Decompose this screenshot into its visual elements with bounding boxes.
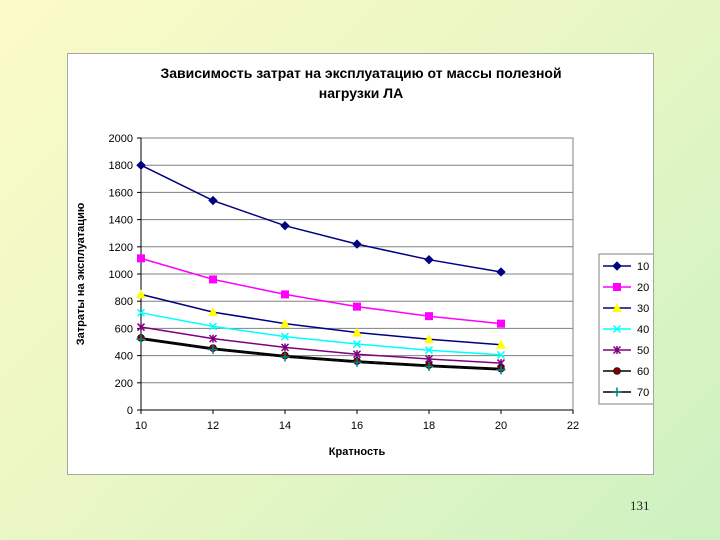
series-line-20 [140, 257, 502, 325]
chart-area: Зависимость затрат на эксплуатацию от ма… [67, 53, 654, 475]
y-tick-label: 0 [127, 405, 133, 417]
legend-marker [612, 302, 622, 312]
y-tick-label: 1800 [109, 160, 133, 172]
slide-number: 131 [630, 498, 650, 513]
data-point [280, 343, 290, 352]
data-point [208, 195, 218, 206]
data-point [280, 352, 290, 362]
data-point [352, 357, 362, 367]
x-tick-label: 10 [135, 420, 147, 432]
y-tick-label: 400 [115, 351, 133, 363]
series-line-50 [140, 326, 502, 364]
data-point [136, 160, 146, 170]
data-point [352, 327, 362, 337]
legend-item-40: 40 [603, 324, 649, 336]
data-point [496, 350, 506, 359]
series-group [136, 160, 506, 375]
legend-label: 30 [637, 303, 649, 315]
data-point [425, 312, 433, 321]
y-tick-label: 1400 [109, 215, 133, 227]
data-point [424, 346, 434, 355]
legend-label: 20 [637, 282, 649, 294]
y-tick-label: 2000 [109, 133, 133, 145]
y-tick-label: 600 [115, 323, 133, 335]
legend-label: 40 [637, 324, 649, 336]
x-tick-label: 14 [279, 420, 291, 432]
legend-label: 60 [637, 366, 649, 378]
series-50 [136, 323, 506, 368]
data-point [280, 318, 290, 328]
legend-marker [613, 283, 621, 291]
data-point [496, 339, 506, 349]
data-point [136, 323, 146, 332]
data-point [424, 361, 434, 371]
legend-item-10: 10 [603, 261, 649, 273]
line-chart: Зависимость затрат на эксплуатацию от ма… [75, 65, 653, 458]
data-point [208, 334, 218, 343]
legend-label: 10 [637, 261, 649, 273]
x-tick-label: 12 [207, 420, 219, 432]
legend-marker [612, 261, 622, 271]
series-40 [136, 308, 506, 359]
series-line-10 [140, 164, 502, 273]
data-point [280, 332, 290, 341]
x-tick-label: 22 [567, 420, 579, 432]
legend-marker [612, 324, 622, 334]
axes: 0 200 400 600 800 1000 1200 1400 1600 1800 2000 10 1… [109, 133, 580, 432]
y-tick-label: 1000 [109, 269, 133, 281]
y-tick-label: 1600 [109, 187, 133, 199]
y-tick-label: 200 [115, 378, 133, 390]
legend-item-60: 60 [603, 366, 649, 378]
series-10 [136, 160, 506, 277]
y-tick-label: 800 [115, 296, 133, 308]
data-point [424, 255, 434, 265]
data-point [136, 289, 146, 299]
data-point [352, 239, 362, 249]
legend-item-50: 50 [603, 345, 649, 357]
data-point [496, 267, 506, 277]
chart-title-line-1: Зависимость затрат на эксплуатацию от ма… [160, 65, 561, 81]
y-tick-label: 1200 [109, 242, 133, 254]
data-point [209, 275, 217, 284]
x-tick-label: 18 [423, 420, 435, 432]
data-point [208, 307, 218, 317]
legend-item-70: 70 [603, 387, 649, 399]
data-point [281, 290, 289, 299]
data-point [352, 350, 362, 359]
x-tick-label: 16 [351, 420, 363, 432]
data-point [424, 334, 434, 344]
data-point [496, 365, 506, 375]
data-point [208, 322, 218, 331]
series-30 [136, 289, 506, 349]
data-point [353, 302, 361, 311]
legend-item-30: 30 [603, 302, 649, 315]
data-point [136, 334, 146, 344]
legend-marker [612, 345, 622, 355]
series-70 [136, 334, 506, 375]
legend-marker [613, 367, 621, 375]
legend-marker [612, 387, 622, 397]
chart-title-line-2: нагрузки ЛА [319, 85, 403, 101]
data-point [497, 319, 505, 328]
series-line-30 [140, 293, 502, 346]
y-axis-title: Затраты на эксплуатацию [75, 203, 87, 345]
legend-label: 50 [637, 345, 649, 357]
series-line-70 [140, 338, 502, 371]
legend: 10 20 30 40 50 60 70 [598, 253, 653, 405]
data-point [352, 340, 362, 349]
legend-item-20: 20 [603, 282, 649, 294]
data-point [136, 308, 146, 317]
data-point [280, 221, 290, 231]
series-line-60 [140, 337, 502, 370]
data-point [208, 344, 218, 354]
series-20 [137, 254, 505, 328]
series-line-40 [140, 312, 502, 356]
legend-label: 70 [637, 387, 649, 399]
x-tick-label: 20 [495, 420, 507, 432]
data-point [137, 254, 145, 263]
x-axis-title: Кратность [329, 446, 386, 458]
